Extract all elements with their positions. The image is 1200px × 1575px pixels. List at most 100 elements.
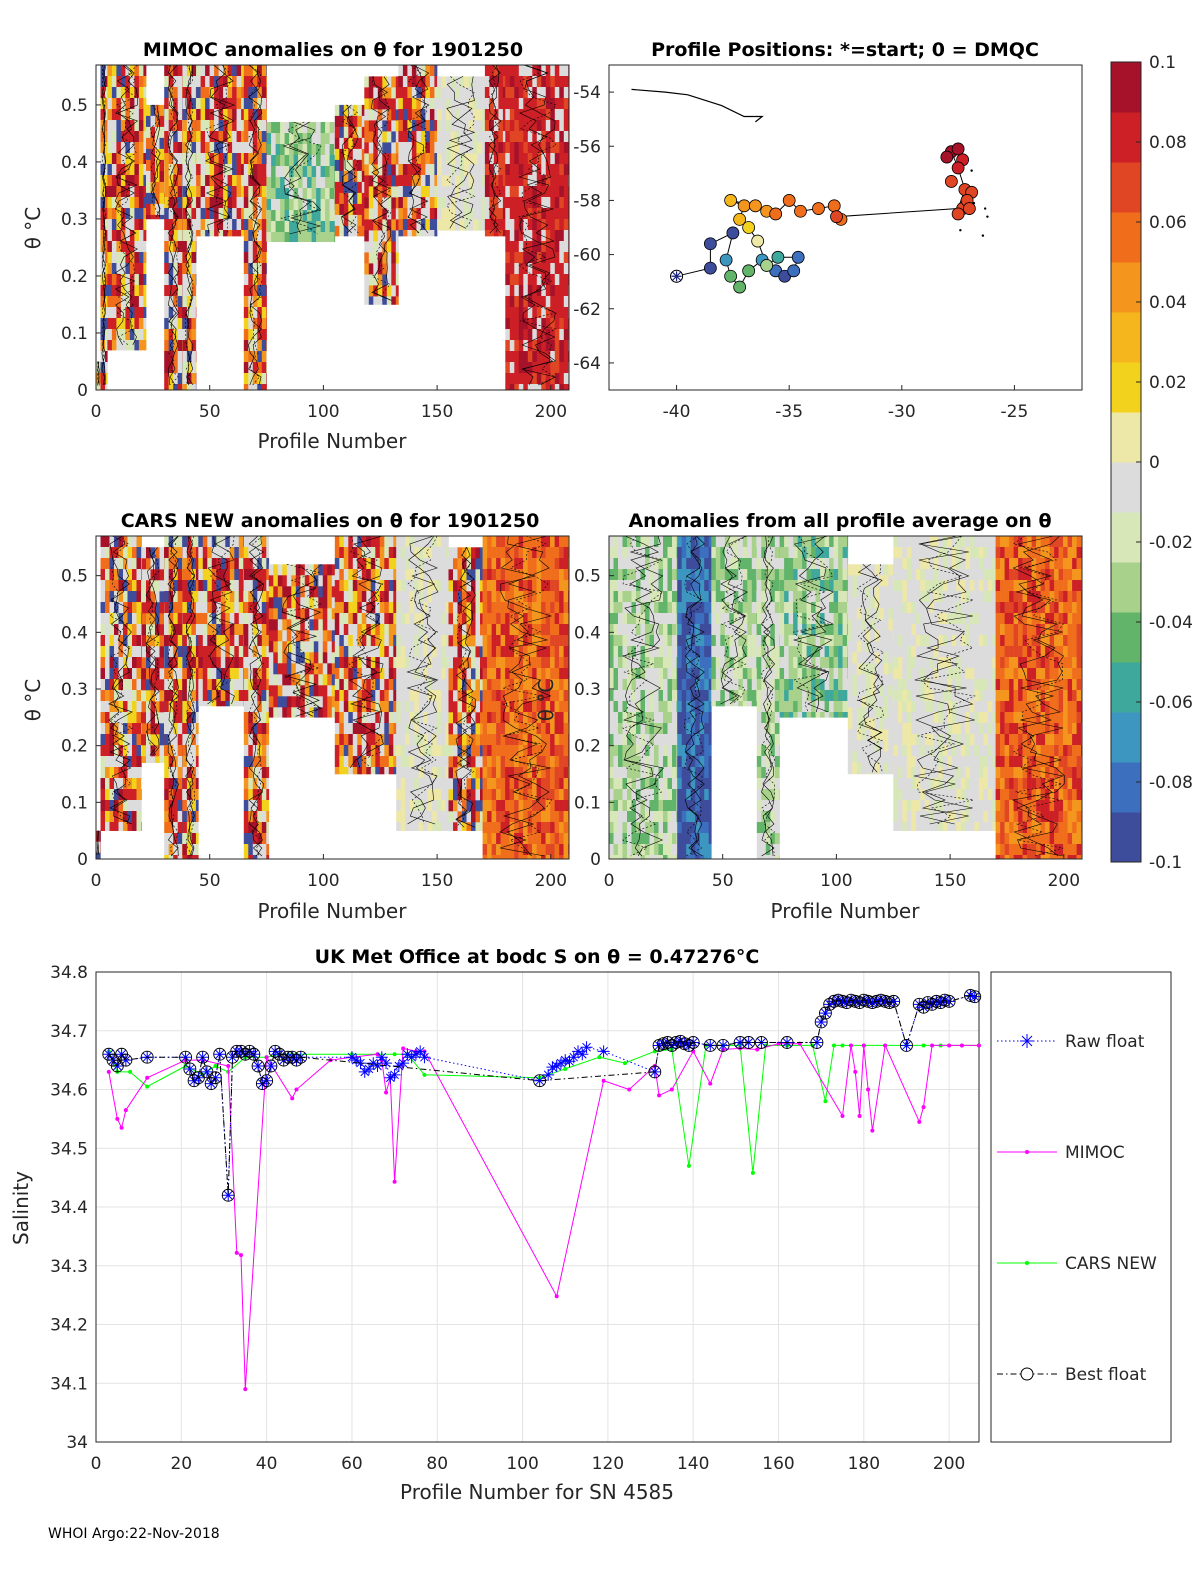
cars-cell [432, 569, 437, 581]
cars-cell [441, 547, 446, 559]
cars-cell [114, 646, 119, 658]
cars-cell [432, 745, 437, 757]
mimoc-cell [252, 263, 258, 275]
mimoc-cell [523, 340, 529, 352]
mimoc-cell [532, 219, 538, 231]
mimoc-cell [545, 87, 551, 99]
mimoc-cell [164, 76, 169, 88]
cars-cell [414, 756, 419, 768]
cars-cell [334, 668, 340, 680]
cars-cell [375, 668, 381, 680]
mimoc-cell [280, 155, 285, 167]
mimoc-cell [527, 219, 533, 231]
cars-cell [361, 569, 367, 581]
cars-cell [388, 679, 394, 691]
mimoc-cell [177, 307, 183, 319]
cars-cell [118, 712, 124, 724]
cars-cell [453, 668, 458, 680]
cars-cell [195, 756, 199, 768]
cars-cell [243, 558, 249, 570]
cars-cell [375, 734, 381, 746]
mimoc-cell [334, 155, 336, 167]
mimoc-cell [223, 98, 228, 110]
cars-cell [331, 586, 336, 598]
mimoc-cell [248, 285, 254, 297]
mimoc-cell [200, 175, 206, 187]
cars-cell [207, 690, 213, 702]
cars-cell [475, 569, 481, 581]
mimoc-cell [100, 307, 106, 319]
cars-cell [480, 591, 483, 603]
cars-cell [384, 646, 390, 658]
cars-cell [182, 822, 188, 834]
cars-cell [286, 630, 292, 642]
cars-cell [441, 712, 446, 724]
mimoc-cell [164, 153, 169, 165]
cars-cell [523, 613, 528, 625]
cars-cell [448, 580, 454, 592]
cars-cell [248, 558, 254, 570]
mimoc-cell [493, 76, 499, 88]
mimoc-cell [484, 76, 490, 88]
cars-cell [361, 668, 367, 680]
cars-cell [509, 624, 515, 636]
mimoc-cell [477, 109, 483, 121]
cars-cell [505, 690, 510, 702]
cars-cell [177, 547, 183, 559]
cars-cell [414, 591, 419, 603]
mimoc-cell [505, 263, 511, 275]
cars-cell [123, 811, 128, 823]
start-star-icon [671, 271, 682, 282]
cars-cell [295, 630, 301, 642]
cars-cell [261, 712, 267, 724]
cars-cell [550, 734, 555, 746]
cars-cell [418, 723, 424, 735]
cars-cell [168, 855, 174, 860]
cars-cell [418, 591, 424, 603]
cars-cell [118, 558, 124, 570]
mimoc-cell [218, 142, 224, 154]
mimoc-cell [241, 230, 245, 237]
mimoc-cell [257, 296, 263, 308]
mimoc-cell [382, 131, 388, 143]
cars-cell [536, 580, 542, 592]
cars-cell [400, 789, 406, 801]
cars-cell [141, 745, 142, 757]
mimoc-cell [243, 263, 249, 275]
cars-cell [441, 558, 446, 570]
mimoc-cell [261, 164, 267, 176]
mimoc-cell [446, 120, 451, 132]
mimoc-cell [368, 76, 374, 88]
cars-cell [261, 844, 267, 856]
mimoc-cell [134, 340, 140, 351]
cars-cell [505, 613, 510, 625]
cars-cell [453, 734, 458, 746]
cars-cell [445, 602, 449, 614]
mimoc-cell [241, 87, 245, 99]
cars-cell [313, 707, 319, 718]
cars-cell [304, 597, 310, 609]
cars-cell [453, 701, 458, 713]
mimoc-cell [107, 65, 113, 77]
cars-cell [527, 668, 533, 680]
cars-cell [448, 613, 454, 625]
cars-cell [453, 602, 458, 614]
mimoc-cell [536, 362, 542, 374]
cars-cell [361, 558, 367, 570]
cars-cell [182, 536, 188, 548]
cars-cell [266, 800, 270, 812]
mimoc-cell [177, 87, 183, 99]
cars-cell [448, 569, 454, 581]
profile-position-marker [962, 202, 976, 215]
mimoc-cell [266, 131, 267, 143]
cars-cell [248, 822, 254, 834]
cars-cell [414, 690, 419, 702]
cars-cell [432, 613, 437, 625]
cars-cell [136, 690, 142, 702]
mimoc-cell [266, 274, 267, 286]
mimoc-cell [100, 351, 106, 363]
mimoc-cell [196, 65, 201, 77]
mimoc-cell [200, 142, 206, 154]
mimoc-cell [434, 131, 438, 143]
cars-cell [146, 734, 151, 746]
